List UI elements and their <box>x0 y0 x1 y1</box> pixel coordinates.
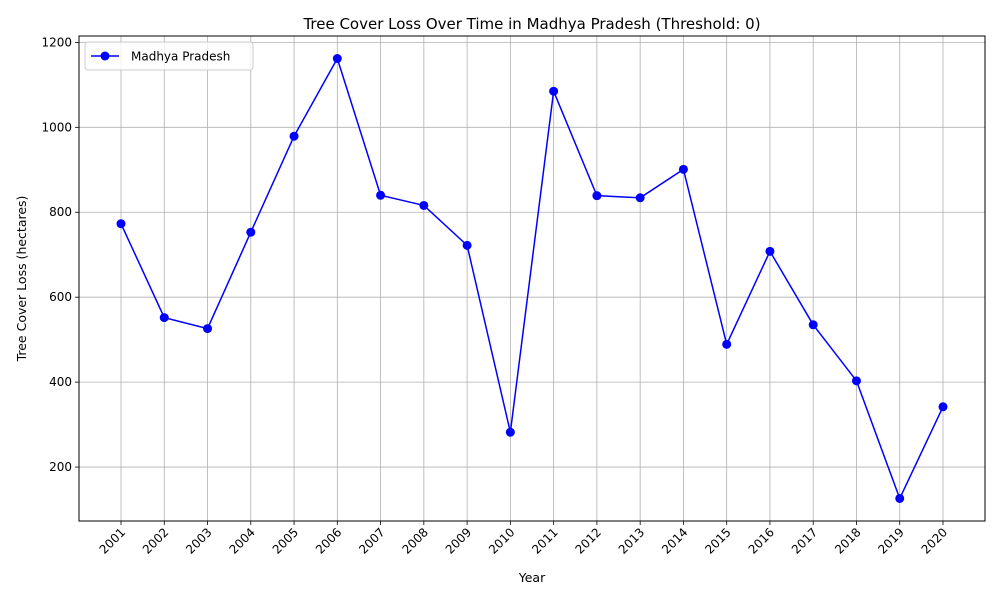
y-tick-label: 800 <box>49 205 72 219</box>
data-point <box>332 54 342 64</box>
chart-title: Tree Cover Loss Over Time in Madhya Prad… <box>302 15 760 33</box>
x-axis-label: Year <box>518 570 546 585</box>
data-point <box>808 320 818 330</box>
data-point <box>765 246 775 256</box>
data-point <box>376 190 386 200</box>
y-tick-label: 400 <box>49 375 72 389</box>
data-point <box>549 86 559 96</box>
data-point <box>116 219 126 229</box>
grid-lines <box>79 36 985 521</box>
data-point <box>678 164 688 174</box>
data-point <box>419 200 429 210</box>
y-tick-label: 1000 <box>41 120 72 134</box>
data-point <box>159 313 169 323</box>
data-point <box>462 240 472 250</box>
data-point <box>938 402 948 412</box>
y-tick-label: 1200 <box>41 35 72 49</box>
data-point <box>851 376 861 386</box>
y-axis-label: Tree Cover Loss (hectares) <box>14 196 29 363</box>
legend-box <box>84 41 254 71</box>
data-point <box>895 493 905 503</box>
data-point <box>635 193 645 203</box>
y-tick-label: 200 <box>49 460 72 474</box>
data-point <box>203 324 213 334</box>
legend: Madhya Pradesh <box>84 41 254 71</box>
data-point <box>592 191 602 201</box>
data-point <box>505 427 515 437</box>
y-tick-label: 600 <box>49 290 72 304</box>
data-point <box>246 227 256 237</box>
legend-marker <box>100 51 110 61</box>
data-point <box>722 339 732 349</box>
series-line <box>120 56 944 501</box>
data-point <box>289 131 299 141</box>
legend-label: Madhya Pradesh <box>131 50 230 64</box>
plot-area-frame <box>78 35 986 522</box>
series-group <box>116 54 948 503</box>
